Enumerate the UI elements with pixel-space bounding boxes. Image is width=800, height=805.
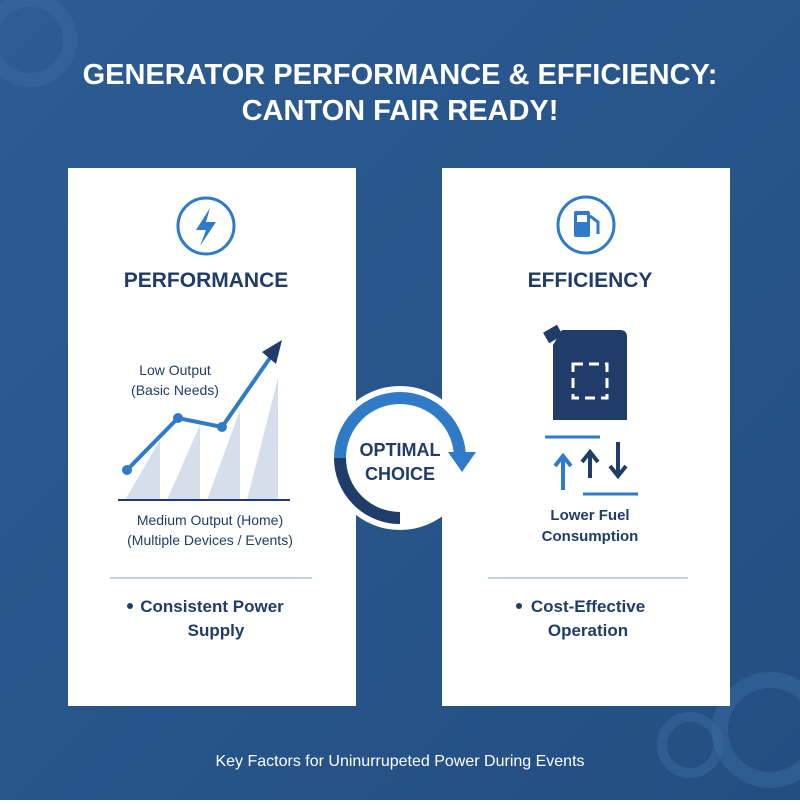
chart-bar xyxy=(247,378,278,500)
chart-line xyxy=(125,353,274,472)
badge-ring xyxy=(334,457,401,524)
card-heading: EFFICIENCY xyxy=(528,269,653,292)
bolt xyxy=(196,208,216,246)
title-line: GENERATOR PERFORMANCE & EFFICIENCY: xyxy=(83,59,718,91)
footer: Key Factors for Uninurrupeted Power Duri… xyxy=(215,753,584,770)
up-arrow xyxy=(580,448,600,478)
gear-decor xyxy=(712,672,800,788)
chart-bar xyxy=(125,440,160,500)
bullet-dot xyxy=(516,603,522,609)
chart-bar xyxy=(207,410,240,500)
jerry-mark xyxy=(571,362,609,400)
title-line: CANTON FAIR READY! xyxy=(242,95,559,127)
chart-label: Low Output xyxy=(139,362,211,378)
badge-arrow xyxy=(448,452,476,472)
chart-dot xyxy=(122,465,132,475)
badge-text: OPTIMAL xyxy=(360,440,441,460)
chart-dot xyxy=(217,422,227,432)
bullet-text: Operation xyxy=(548,621,628,640)
card-heading: PERFORMANCE xyxy=(124,269,289,292)
up-arrow xyxy=(553,452,573,490)
bullet-text: Consistent Power xyxy=(140,597,284,616)
chart-arrow xyxy=(262,340,282,364)
chart-dot xyxy=(173,413,183,423)
pump-window xyxy=(577,215,587,222)
gear-decor xyxy=(657,712,723,778)
center-badge xyxy=(328,386,472,530)
pump-hose xyxy=(589,214,600,234)
bullet-text: Supply xyxy=(188,621,245,640)
fuel-label: Lower Fuel xyxy=(550,507,629,524)
gear-decor xyxy=(0,0,77,87)
chart-bar xyxy=(167,425,200,500)
down-arrow xyxy=(608,442,628,480)
badge-text: CHOICE xyxy=(365,464,435,484)
pump xyxy=(574,211,590,237)
jerry-spout xyxy=(543,324,563,344)
chart-label: (Multiple Devices / Events) xyxy=(127,532,293,548)
chart-label: (Basic Needs) xyxy=(131,382,219,398)
chart-label: Medium Output (Home) xyxy=(137,512,283,528)
jerry-can xyxy=(553,330,627,420)
performance-card xyxy=(68,168,356,706)
bullet-dot xyxy=(127,603,133,609)
fuel-label: Consumption xyxy=(542,528,639,545)
badge-ring xyxy=(334,392,466,459)
fuel-icon xyxy=(556,195,616,255)
bullet-text: Cost-Effective xyxy=(531,597,645,616)
bolt-icon xyxy=(176,196,236,256)
